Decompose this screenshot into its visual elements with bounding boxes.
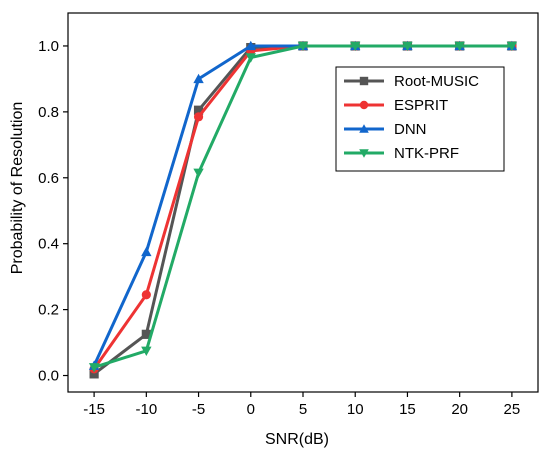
x-tick-label: -5 — [192, 401, 205, 418]
data-point — [88, 363, 100, 373]
data-point — [506, 41, 518, 52]
y-tick-label: 1.0 — [38, 38, 59, 55]
legend-label: DNN — [394, 121, 427, 138]
data-point — [245, 40, 256, 51]
y-tick-label: 0.6 — [38, 170, 59, 187]
y-axis-label: Probability of Resolution — [9, 102, 26, 275]
x-tick-label: 10 — [347, 401, 364, 418]
legend-swatch-marker — [359, 76, 369, 86]
legend-label: NTK-PRF — [394, 145, 459, 162]
x-tick-label: -10 — [135, 401, 157, 418]
x-tick-label: 0 — [247, 401, 255, 418]
data-point — [402, 41, 413, 52]
data-point — [193, 112, 204, 122]
data-point — [193, 168, 204, 179]
data-point — [141, 246, 152, 257]
data-point — [141, 290, 151, 300]
x-tick-label: 15 — [399, 401, 416, 418]
data-point — [141, 346, 152, 357]
series-group — [88, 40, 518, 379]
x-tick-label: -15 — [83, 401, 105, 418]
y-tick-label: 0.0 — [38, 368, 59, 385]
data-point — [245, 53, 256, 63]
plot-area: -15 -10 -5 0 5 10 15 20 25 0.0 0.2 0.4 0.6 0.8 1.0 — [38, 12, 539, 418]
y-tick-label: 0.4 — [38, 236, 59, 253]
data-point — [193, 105, 204, 115]
data-point — [89, 369, 99, 379]
data-point — [350, 41, 361, 52]
data-point — [141, 329, 151, 339]
legend-swatch-marker — [359, 149, 369, 158]
legend-label: Root-MUSIC — [394, 73, 479, 90]
x-tick-label: 20 — [451, 401, 468, 418]
x-tick-label: 25 — [504, 401, 521, 418]
legend-swatch-marker — [359, 124, 369, 133]
x-axis-label: SNR(dB) — [265, 431, 329, 448]
legend: Root-MUSIC ESPRIT DNN NTK-PRF — [335, 66, 505, 172]
data-point — [297, 41, 309, 52]
legend-label: ESPRIT — [394, 97, 448, 114]
y-tick-label: 0.2 — [38, 302, 59, 319]
series-ntk-prf — [88, 41, 518, 373]
legend-swatch-marker — [359, 100, 369, 110]
x-tick-label: 5 — [299, 401, 307, 418]
y-tick-label: 0.8 — [38, 104, 59, 121]
data-point — [454, 41, 465, 52]
data-point — [193, 73, 204, 84]
